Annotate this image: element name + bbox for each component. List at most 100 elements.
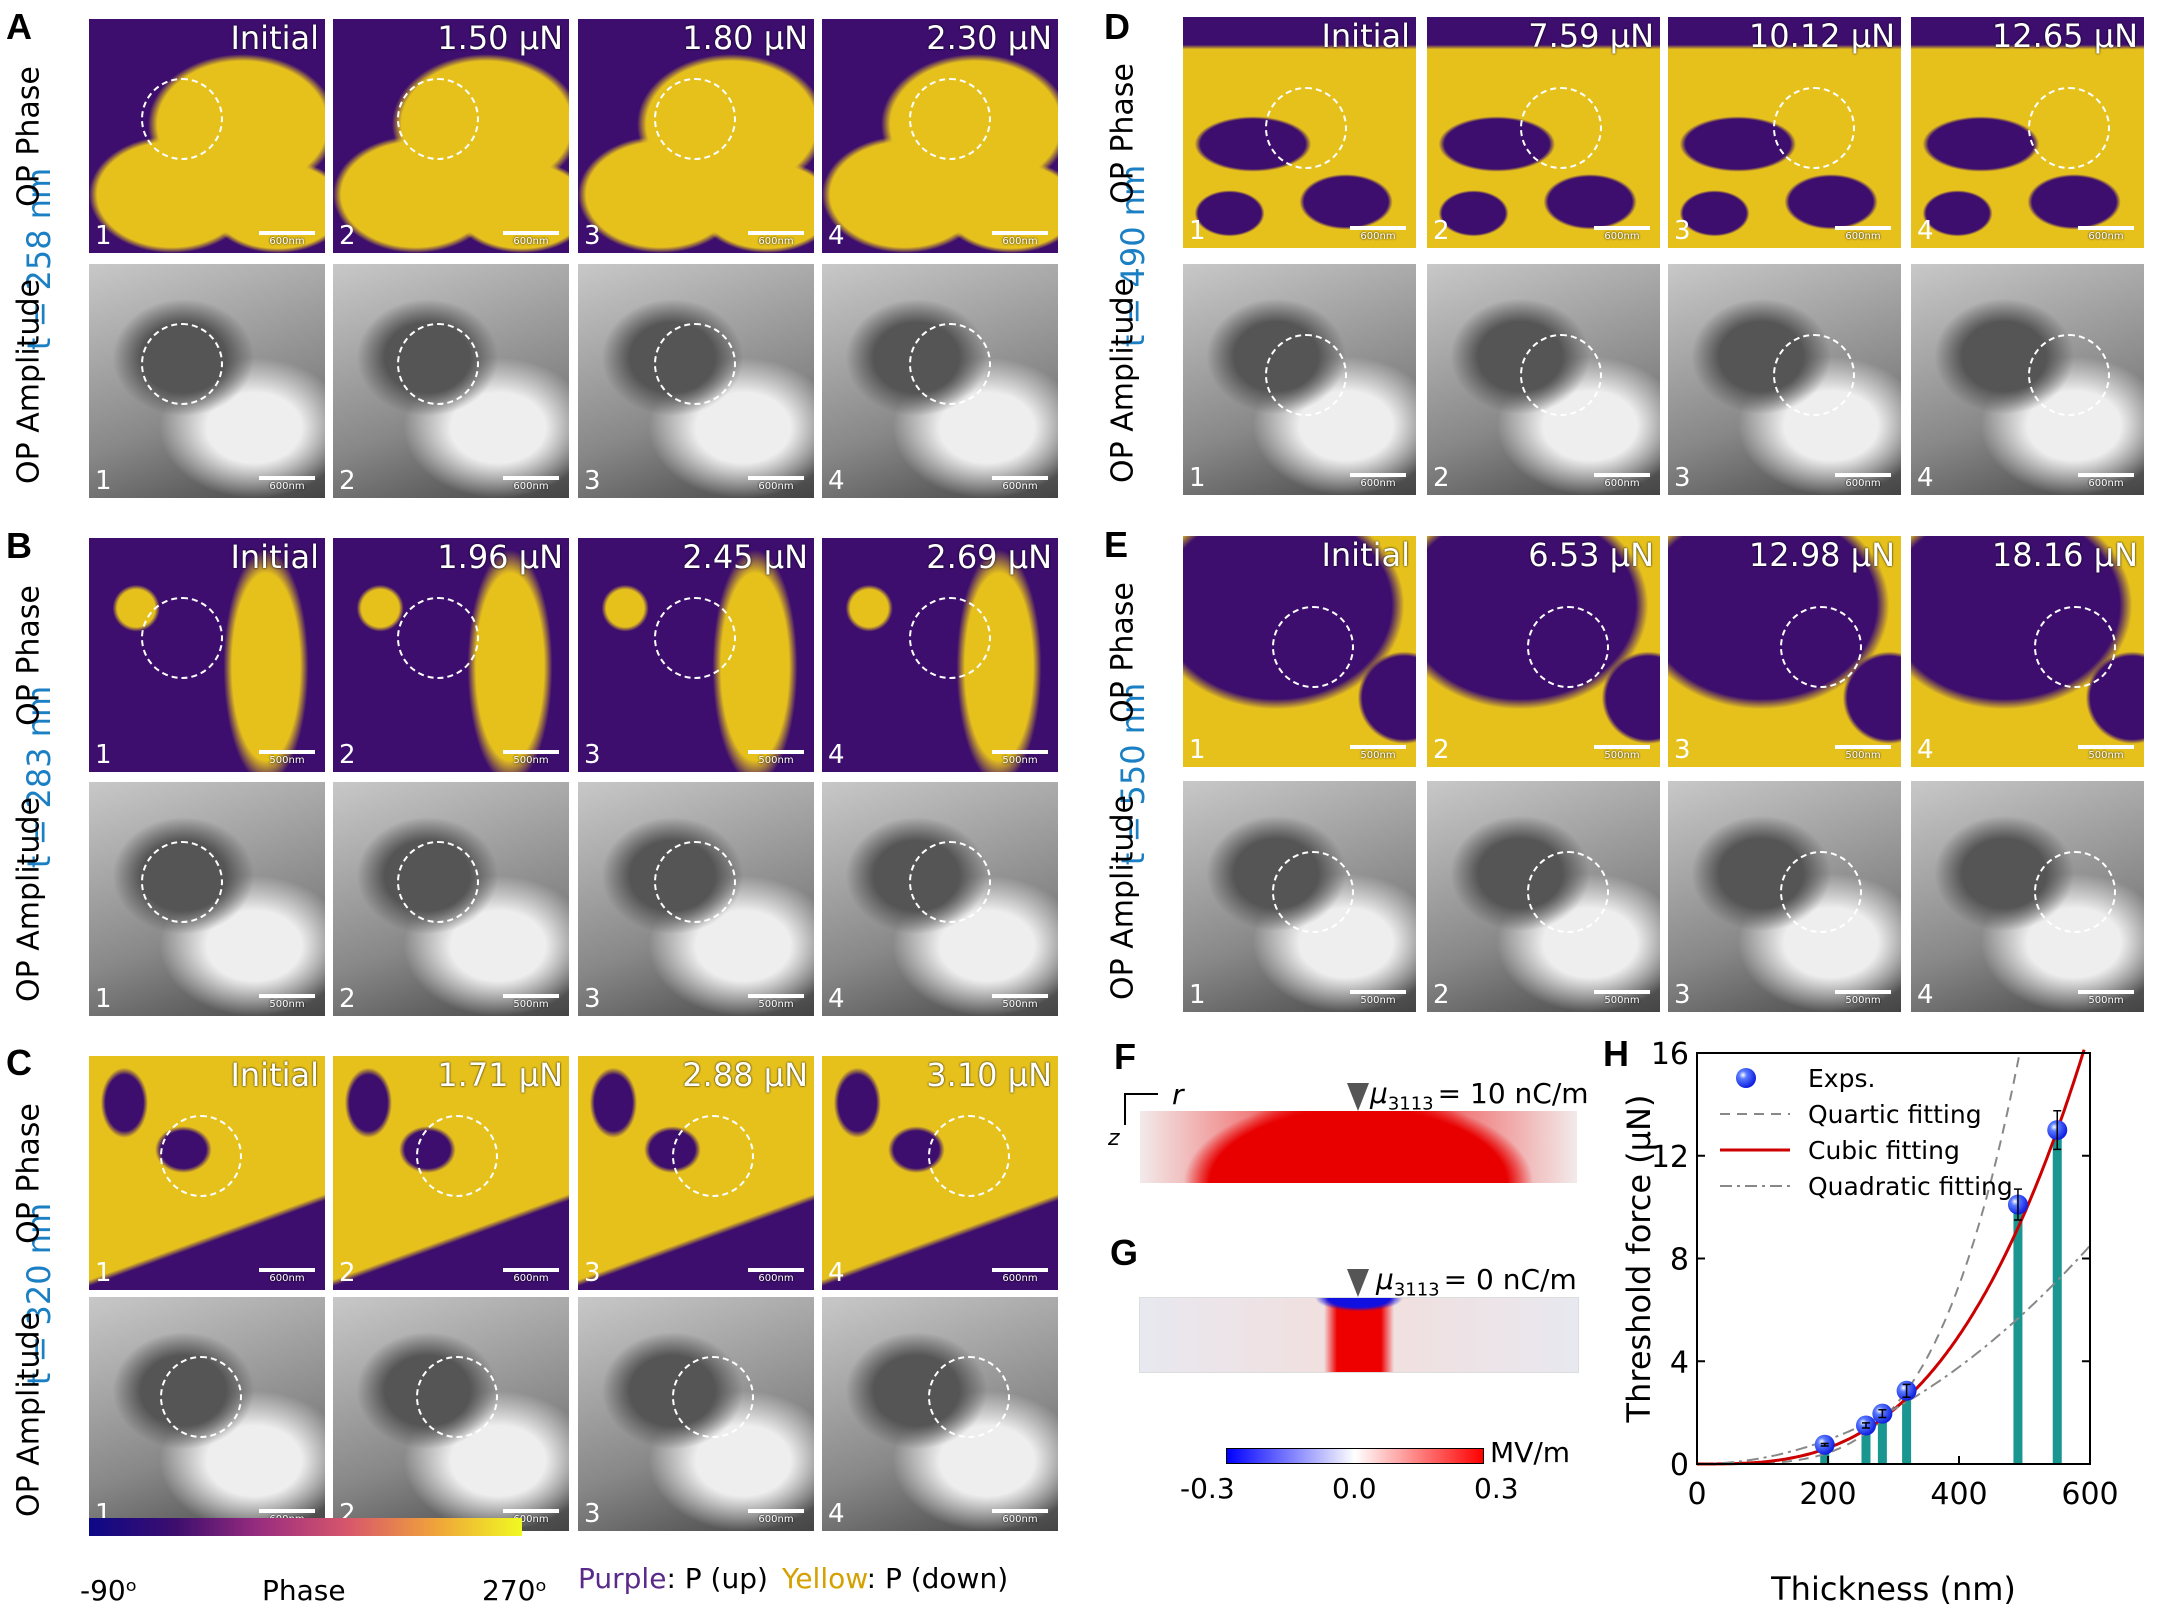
tile-number: 4 (1917, 735, 1934, 765)
switching-region-circle (140, 841, 223, 923)
tile-number: 1 (95, 984, 112, 1014)
scale-bar: 600nm (259, 476, 315, 492)
field-colorbar (1226, 1448, 1484, 1464)
threshold-bar (2013, 1204, 2023, 1464)
scale-bar: 600nm (259, 231, 315, 247)
tile-number: 2 (1433, 463, 1450, 493)
scale-bar: 600nm (2078, 473, 2134, 489)
mu-symbol: μ (1370, 1077, 1388, 1110)
tile-number: 2 (1433, 216, 1450, 246)
mu-value: = 0 nC/m (1443, 1263, 1577, 1296)
scale-bar: 600nm (503, 1268, 559, 1284)
legend-purple: Purple (578, 1562, 667, 1595)
scale-bar: 500nm (503, 750, 559, 766)
panel-letter: G (1110, 1232, 1139, 1273)
polarization-legend: Purple: P (up) Yellow: P (down) (578, 1562, 1008, 1595)
force-label: 1.71 μN (437, 1056, 563, 1094)
amplitude-image: 2 600nm (1427, 264, 1660, 495)
amplitude-image: 1 600nm (1183, 264, 1416, 495)
switching-region-circle (653, 323, 736, 405)
switching-region-circle (140, 597, 223, 679)
threshold-bar (1861, 1425, 1871, 1464)
force-label: 3.10 μN (926, 1056, 1052, 1094)
force-label: 2.45 μN (682, 538, 808, 576)
switching-region-circle (2027, 86, 2110, 169)
tile-number: 3 (1674, 980, 1691, 1010)
amplitude-image: 3 500nm (578, 782, 814, 1016)
switching-region-circle (1779, 605, 1862, 688)
force-label: 18.16 μN (1991, 536, 2138, 574)
tile-number: 4 (1917, 463, 1934, 493)
scale-bar: 500nm (259, 994, 315, 1010)
amplitude-image: 1 500nm (89, 782, 325, 1016)
x-tick-label: 0 (1687, 1477, 1706, 1512)
threshold-bar (1902, 1390, 1912, 1464)
tile-number: 4 (828, 221, 845, 251)
tile-number: 4 (828, 740, 845, 770)
tile-number: 3 (584, 221, 601, 251)
phase-image: 3 600nm 1.80 μN (578, 19, 814, 253)
panel-letter: A (6, 6, 32, 47)
x-tick-label: 400 (1930, 1477, 1987, 1512)
afm-tip-icon (1347, 1083, 1369, 1111)
scale-bar: 500nm (992, 994, 1048, 1010)
amplitude-image: 1 600nm (89, 264, 325, 498)
scale-bar: 500nm (1594, 745, 1650, 761)
force-label: Initial (1321, 17, 1410, 55)
phase-image: 4 600nm 2.30 μN (822, 19, 1058, 253)
amplitude-image: 2 600nm (333, 1297, 569, 1531)
colorbar-max: 270ᵒ (482, 1574, 548, 1607)
amplitude-image: 2 600nm (333, 264, 569, 498)
switching-region-circle (909, 323, 992, 405)
tile-number: 3 (584, 1258, 601, 1288)
tile-number: 2 (339, 466, 356, 496)
scale-bar: 500nm (1350, 745, 1406, 761)
switching-region-circle (928, 1115, 1011, 1197)
phase-image: 2 500nm 6.53 μN (1427, 536, 1660, 767)
threshold-bar (2052, 1130, 2062, 1464)
error-bar (1902, 1383, 1911, 1398)
legend-purple-desc: : P (up) (666, 1562, 768, 1595)
switching-region-circle (1527, 850, 1610, 933)
switching-region-circle (909, 841, 992, 923)
switching-region-circle (2034, 850, 2117, 933)
phase-image: 2 500nm 1.96 μN (333, 538, 569, 772)
scale-bar: 600nm (503, 476, 559, 492)
panel-letter: B (6, 525, 32, 566)
axis-r-label: r (1172, 1078, 1184, 1111)
field-colorbar-min: -0.3 (1180, 1472, 1235, 1505)
scale-bar: 500nm (748, 750, 804, 766)
scale-bar: 600nm (2078, 226, 2134, 242)
phase-image: 3 500nm 12.98 μN (1668, 536, 1901, 767)
phase-image: 1 500nm Initial (1183, 536, 1416, 767)
switching-region-circle (1779, 850, 1862, 933)
switching-region-circle (415, 1356, 498, 1438)
phase-image: 1 600nm Initial (89, 19, 325, 253)
amplitude-image: 3 600nm (578, 264, 814, 498)
tile-number: 3 (1674, 216, 1691, 246)
phase-image: 2 600nm 7.59 μN (1427, 17, 1660, 248)
flexo-coefficient-label: μ3113 = 0 nC/m (1376, 1263, 1577, 1301)
switching-region-circle (140, 323, 223, 405)
scale-bar: 600nm (992, 231, 1048, 247)
axis-arrow-z-icon (1124, 1093, 1126, 1125)
scale-bar: 500nm (992, 750, 1048, 766)
x-tick-label: 600 (2061, 1477, 2118, 1512)
simulation-map-f (1140, 1111, 1577, 1183)
legend-yellow: Yellow (781, 1562, 867, 1595)
scale-bar: 500nm (1350, 990, 1406, 1006)
tile-number: 4 (828, 984, 845, 1014)
colorbar-min: -90ᵒ (80, 1574, 138, 1607)
tile-number: 4 (1917, 980, 1934, 1010)
scale-bar: 500nm (1594, 990, 1650, 1006)
scale-bar: 600nm (992, 1268, 1048, 1284)
scale-bar: 500nm (2078, 990, 2134, 1006)
scale-bar: 600nm (1350, 226, 1406, 242)
tile-number: 4 (828, 1258, 845, 1288)
y-tick-label: 0 (1670, 1448, 1689, 1483)
panel-letter: E (1104, 524, 1129, 565)
force-label: Initial (230, 538, 319, 576)
phase-image: 2 600nm 1.71 μN (333, 1056, 569, 1290)
